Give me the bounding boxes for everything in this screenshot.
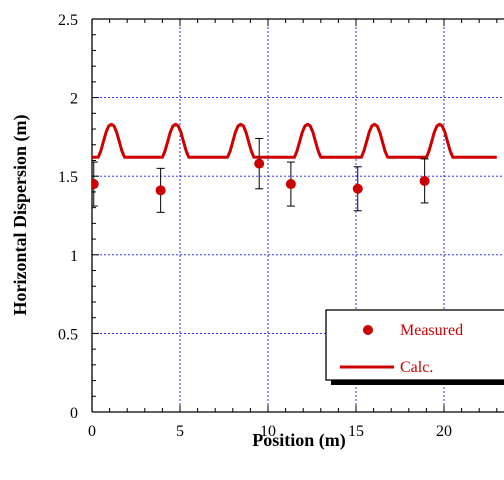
legend: Measured Calc. [325,309,504,385]
x-tick-label: 10 [260,423,276,440]
y-tick-label: 1 [70,248,78,265]
legend-label-calc: Calc. [400,359,433,376]
measured-series [92,137,430,213]
y-tick-label: 2.5 [58,12,78,29]
plot-frame [91,18,504,413]
calc-series [92,122,497,159]
legend-marker-measured [363,325,373,335]
legend-label-measured: Measured [400,322,463,339]
x-axis-title: Position (m) [252,430,346,451]
x-tick-label: 5 [176,423,184,440]
y-axis-title: Horizontal Dispersion (m) [10,115,31,316]
x-tick-label: 0 [88,423,96,440]
y-tick-label: 2 [70,91,78,108]
calc-line [92,122,497,159]
x-tick-label: 20 [436,423,452,440]
measured-point [92,179,99,190]
measured-point [419,175,430,186]
measured-point [254,158,265,169]
y-tick-label: 0.5 [58,326,78,343]
axis-ticks [91,18,498,413]
y-tick-label: 1.5 [58,169,78,186]
measured-point [352,183,363,194]
y-tick-label: 0 [70,405,78,422]
measured-point [285,179,296,190]
measured-point [155,185,166,196]
x-tick-labels: 0 5 10 15 20 [88,423,452,440]
x-tick-label: 15 [348,423,364,440]
y-tick-labels: 0 0.5 1 1.5 2 2.5 [58,12,78,422]
